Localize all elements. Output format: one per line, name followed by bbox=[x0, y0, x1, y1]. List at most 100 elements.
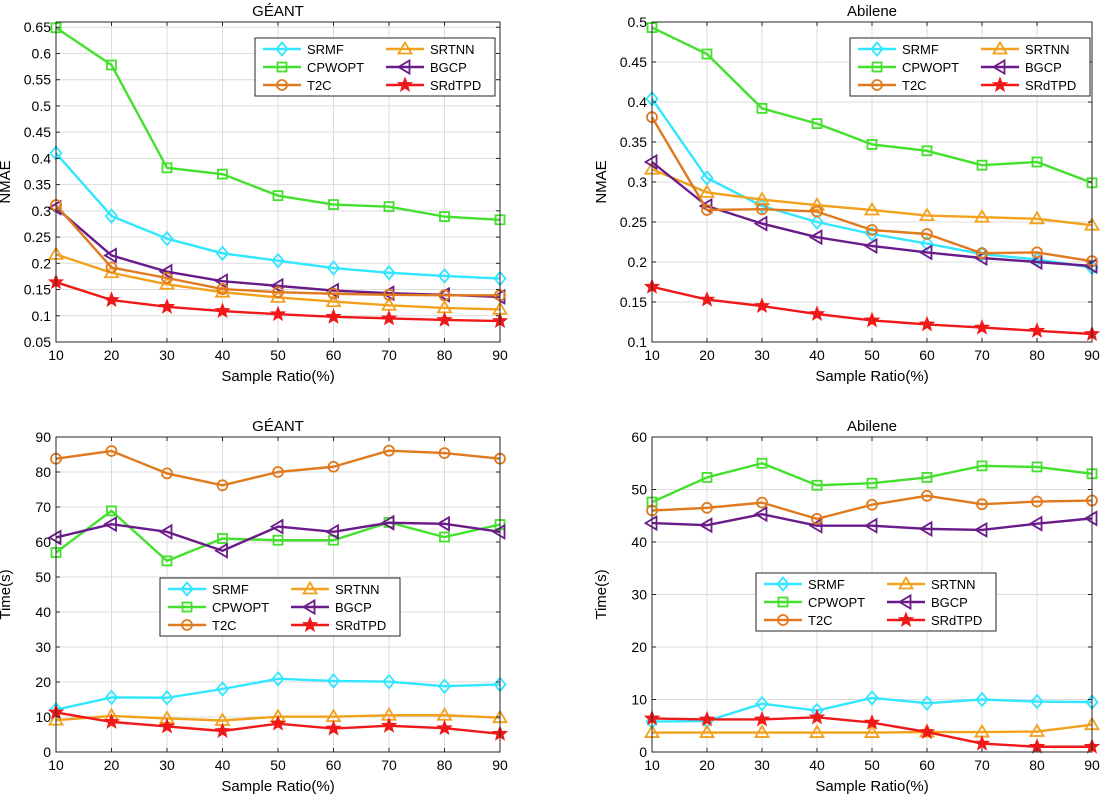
legend-label: SRdTPD bbox=[430, 78, 481, 93]
y-tick-label: 0.25 bbox=[620, 214, 647, 230]
series-srtnn bbox=[643, 160, 1100, 231]
series-srmf bbox=[49, 145, 507, 287]
data-point bbox=[865, 226, 879, 242]
data-point bbox=[380, 309, 398, 326]
legend-item-bgcp: BGCP bbox=[981, 58, 1062, 76]
data-point bbox=[920, 235, 934, 252]
y-tick-label: 10 bbox=[631, 692, 647, 708]
legend-marker bbox=[897, 611, 915, 627]
legend-label: T2C bbox=[212, 618, 237, 633]
data-point bbox=[383, 201, 395, 213]
data-point bbox=[698, 710, 716, 727]
y-tick-label: 70 bbox=[35, 499, 51, 515]
data-point bbox=[975, 691, 989, 708]
x-tick-label: 30 bbox=[754, 757, 770, 773]
x-tick-label: 40 bbox=[215, 347, 231, 363]
legend-item-cpwopt: CPWOPT bbox=[858, 60, 959, 75]
data-point bbox=[918, 207, 936, 222]
series-t2c bbox=[50, 444, 506, 492]
series-line bbox=[651, 26, 1093, 184]
data-point bbox=[217, 168, 228, 180]
y-tick-label: 10 bbox=[35, 709, 51, 725]
data-point bbox=[103, 713, 120, 729]
legend-marker bbox=[301, 598, 316, 616]
legend-item-srmf: SRMF bbox=[858, 41, 939, 57]
chart-2: 0.1 0.15 0.2 0.25 0.3 0.35 0.4 0.45 0.5 10 20 30 40 5… bbox=[593, 3, 1100, 385]
y-tick-label: 0.2 bbox=[628, 254, 648, 270]
data-point bbox=[325, 719, 342, 736]
legend-item-cpwopt: CPWOPT bbox=[168, 600, 269, 615]
series-line bbox=[651, 161, 1093, 268]
legend-label: CPWOPT bbox=[902, 60, 959, 75]
legend-item-srdtpd: SRdTPD bbox=[981, 76, 1076, 93]
data-point bbox=[380, 514, 395, 531]
y-axis-label: NMAE bbox=[0, 160, 14, 203]
data-point bbox=[158, 717, 176, 734]
x-tick-label: 50 bbox=[864, 757, 880, 773]
data-point bbox=[753, 297, 771, 313]
data-point bbox=[103, 247, 117, 264]
chart-title: GÉANT bbox=[252, 3, 304, 20]
x-tick-label: 90 bbox=[492, 347, 508, 363]
y-tick-label: 0.1 bbox=[32, 308, 52, 324]
y-tick-label: 0.35 bbox=[620, 134, 647, 150]
x-tick-label: 60 bbox=[919, 347, 935, 363]
data-point bbox=[325, 308, 342, 324]
y-tick-label: 0.5 bbox=[32, 98, 52, 114]
x-tick-label: 80 bbox=[437, 347, 453, 363]
data-point bbox=[756, 457, 768, 469]
data-point bbox=[866, 138, 878, 150]
legend-box bbox=[159, 577, 401, 637]
x-tick-label: 50 bbox=[270, 757, 286, 773]
data-point bbox=[976, 247, 988, 260]
data-point bbox=[161, 467, 173, 480]
legend-item-srdtpd: SRdTPD bbox=[887, 611, 982, 628]
x-tick-label: 30 bbox=[159, 757, 175, 773]
data-point bbox=[918, 723, 936, 740]
data-point bbox=[327, 287, 340, 300]
series-srmf bbox=[645, 690, 1099, 730]
x-tick-label: 50 bbox=[864, 347, 880, 363]
series-line bbox=[651, 512, 1093, 532]
y-tick-label: 0.45 bbox=[620, 54, 647, 70]
legend-label: BGCP bbox=[335, 600, 372, 615]
data-point bbox=[918, 520, 933, 537]
data-point bbox=[808, 724, 826, 738]
legend-item-t2c: T2C bbox=[858, 78, 927, 93]
data-point bbox=[158, 263, 173, 280]
data-point bbox=[698, 184, 716, 198]
x-tick-label: 60 bbox=[326, 347, 342, 363]
data-point bbox=[918, 315, 936, 332]
data-point bbox=[215, 681, 230, 697]
series-t2c bbox=[646, 489, 1098, 525]
legend-item-srmf: SRMF bbox=[764, 576, 845, 592]
data-point bbox=[701, 472, 713, 483]
legend-marker bbox=[991, 40, 1009, 55]
data-point bbox=[698, 724, 716, 738]
data-point bbox=[158, 276, 176, 290]
legend-marker bbox=[181, 601, 193, 613]
data-point bbox=[438, 289, 451, 302]
series-bgcp bbox=[643, 506, 1098, 539]
legend-label: CPWOPT bbox=[808, 595, 865, 610]
legend-label: SRdTPD bbox=[335, 618, 386, 633]
legend-label: SRMF bbox=[808, 577, 845, 592]
data-point bbox=[382, 264, 396, 281]
data-point bbox=[756, 103, 768, 114]
data-point bbox=[976, 498, 988, 511]
y-tick-label: 0.05 bbox=[24, 334, 51, 350]
legend-item-cpwopt: CPWOPT bbox=[764, 595, 865, 610]
x-axis-label: Sample Ratio(%) bbox=[221, 368, 334, 385]
series-line bbox=[55, 152, 501, 280]
legend-marker bbox=[871, 61, 883, 73]
y-tick-label: 0.3 bbox=[628, 174, 648, 190]
legend-marker bbox=[275, 41, 289, 57]
data-point bbox=[643, 515, 658, 532]
data-point bbox=[161, 162, 173, 174]
data-point bbox=[808, 708, 826, 725]
data-point bbox=[103, 516, 117, 533]
x-tick-label: 70 bbox=[381, 347, 397, 363]
data-point bbox=[158, 523, 173, 540]
y-tick-label: 0.6 bbox=[32, 45, 52, 61]
data-point bbox=[438, 447, 451, 460]
